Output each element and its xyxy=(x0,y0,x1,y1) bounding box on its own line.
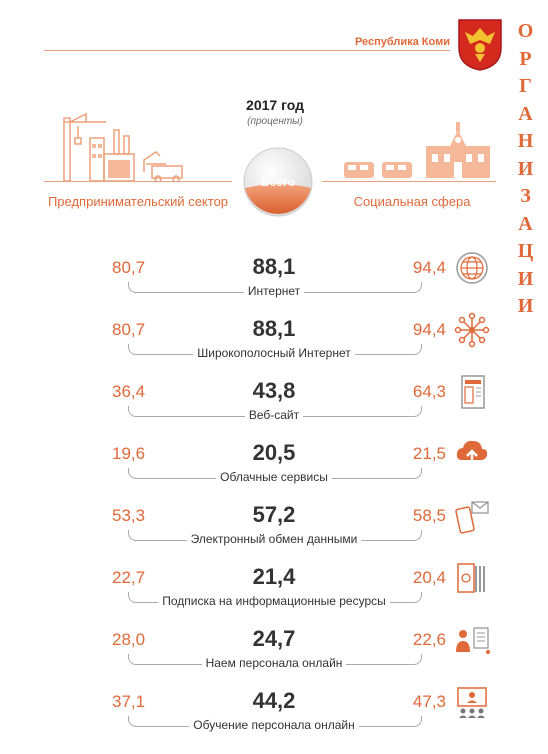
row-label-text: Веб-сайт xyxy=(244,408,304,422)
phone-mail-icon xyxy=(455,501,489,534)
indicator-row: 80,7 88,1 94,4 Широкополосный Интернет xyxy=(0,312,548,382)
total-value: 20,5 xyxy=(252,440,296,465)
vertical-title-letter: Н xyxy=(517,130,535,152)
unit-caption: (проценты) xyxy=(247,116,303,127)
ground-line-left xyxy=(44,181,232,182)
vertical-title-letter: И xyxy=(517,295,535,317)
business-value: 22,7 xyxy=(112,568,146,587)
business-value: 80,7 xyxy=(112,258,146,277)
total-value: 57,2 xyxy=(252,502,296,527)
business-value: 53,3 xyxy=(112,506,146,525)
row-label: Подписка на информационные ресурсы xyxy=(138,594,410,608)
social-value: 94,4 xyxy=(412,258,446,277)
indicator-row: 28,0 24,7 22,6 Наем персонала онлайн xyxy=(0,626,548,692)
row-label-text: Широкополосный Интернет xyxy=(193,346,355,360)
coat-of-arms-icon xyxy=(458,19,502,71)
row-label-text: Интернет xyxy=(243,284,305,298)
indicator-row: 22,7 21,4 20,4 Подписка на информационные р… xyxy=(0,563,548,630)
web-page-icon xyxy=(461,375,485,409)
business-value: 80,7 xyxy=(112,320,146,339)
total-value: 24,7 xyxy=(252,626,296,651)
social-value: 58,5 xyxy=(412,506,446,525)
row-label: Электронный обмен данными xyxy=(138,532,410,546)
business-value: 19,6 xyxy=(112,444,146,463)
vertical-title-letter: З xyxy=(520,185,532,207)
total-value: 88,1 xyxy=(252,316,296,341)
social-value: 64,3 xyxy=(412,382,446,401)
social-value: 47,3 xyxy=(412,692,446,711)
total-value: 43,8 xyxy=(252,378,296,403)
row-label-text: Наем персонала онлайн xyxy=(201,656,347,670)
total-value: 21,4 xyxy=(252,564,296,589)
row-label: Интернет xyxy=(138,284,410,298)
cloud-upload-icon xyxy=(456,440,488,466)
network-hub-icon xyxy=(454,312,490,348)
business-value: 28,0 xyxy=(112,630,146,649)
business-value: 36,4 xyxy=(112,382,146,401)
indicator-row: 19,6 20,5 21,5 Облачные сервисы xyxy=(0,440,548,506)
row-label: Широкополосный Интернет xyxy=(138,346,410,360)
indicator-row: 36,4 43,8 64,3 Веб-сайт xyxy=(0,375,548,444)
total-label: Всего xyxy=(260,175,296,189)
row-label-text: Облачные сервисы xyxy=(216,470,332,484)
vertical-title-letter: Ц xyxy=(517,240,535,262)
hiring-icon xyxy=(456,627,490,654)
vertical-title-letter: Г xyxy=(519,75,533,97)
page-title: 2017 год xyxy=(246,97,304,113)
training-icon xyxy=(457,687,487,718)
indicator-row: 53,3 57,2 58,5 Электронный обмен данными xyxy=(0,501,548,568)
indicator-row: 80,7 88,1 94,4 Интернет xyxy=(0,252,548,320)
social-value: 94,4 xyxy=(412,320,446,339)
region-title: Республика Коми xyxy=(354,36,450,48)
business-sector-label: Предпринимательский сектор xyxy=(47,194,229,209)
total-value: 88,1 xyxy=(252,254,296,279)
business-value: 37,1 xyxy=(112,692,146,711)
header-divider xyxy=(44,50,450,51)
social-value: 22,6 xyxy=(412,630,446,649)
subscription-icon xyxy=(457,563,485,593)
social-value: 20,4 xyxy=(412,568,446,587)
row-label: Наем персонала онлайн xyxy=(138,656,410,670)
vertical-title-letter: И xyxy=(517,267,535,290)
row-label: Облачные сервисы xyxy=(138,470,410,484)
total-ball-icon xyxy=(243,147,313,217)
total-value: 44,2 xyxy=(252,688,296,713)
vertical-title-letter: О xyxy=(517,20,535,42)
row-label-text: Электронный обмен данными xyxy=(186,532,362,546)
row-label-text: Обучение персонала онлайн xyxy=(189,718,359,732)
social-sector-label: Социальная сфера xyxy=(353,194,471,209)
vertical-title-letter: Р xyxy=(519,47,533,70)
vertical-title-letter: А xyxy=(518,102,534,125)
ground-line-right xyxy=(322,181,496,182)
globe-icon xyxy=(456,252,488,284)
industry-illustration xyxy=(63,112,183,182)
city-illustration xyxy=(344,122,490,178)
row-label: Обучение персонала онлайн xyxy=(138,718,410,732)
vertical-title-letter: И xyxy=(517,157,535,180)
indicator-row: 37,1 44,2 47,3 Обучение персонала онлайн xyxy=(0,687,548,754)
social-value: 21,5 xyxy=(412,444,446,463)
row-label: Веб-сайт xyxy=(138,408,410,422)
row-label-text: Подписка на информационные ресурсы xyxy=(158,594,390,608)
vertical-title-letter: А xyxy=(518,212,534,235)
